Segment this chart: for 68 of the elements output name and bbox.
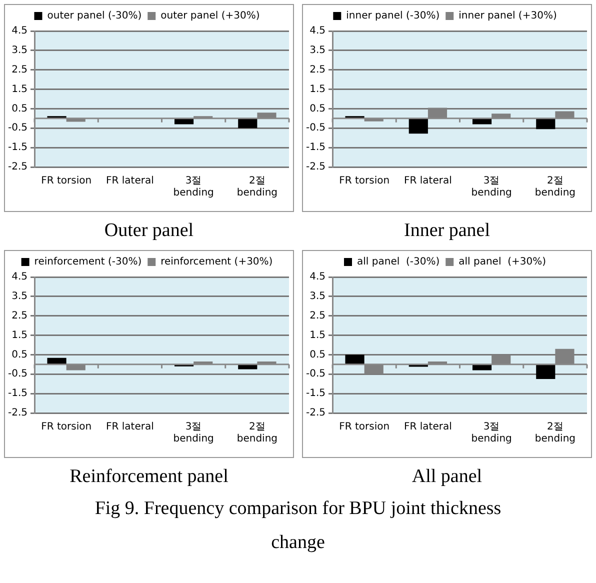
y-tick-label: 0.5 bbox=[310, 103, 326, 114]
y-tick-label: 1.5 bbox=[12, 84, 28, 95]
bar bbox=[536, 364, 556, 379]
x-tick-label: 3절 bending bbox=[471, 176, 512, 199]
x-tick-label: 3절 bending bbox=[471, 422, 512, 445]
y-tick-label: 4.5 bbox=[12, 26, 28, 37]
x-tick-label: FR torsion bbox=[41, 422, 92, 433]
x-tick-label: 2절 bending bbox=[236, 176, 278, 199]
text: Inner panel bbox=[404, 220, 490, 243]
y-tick-label: -2.5 bbox=[8, 162, 28, 173]
y-tick-label: 0.5 bbox=[12, 103, 28, 114]
y-tick-label: 1.5 bbox=[12, 330, 28, 341]
legend-label: inner panel (-30%) bbox=[346, 10, 440, 22]
bar bbox=[408, 118, 428, 134]
y-tick-label: 2.5 bbox=[12, 310, 28, 322]
x-tick-label: FR lateral bbox=[106, 422, 154, 433]
y-tick-label: -0.5 bbox=[306, 368, 326, 380]
y-tick-label: 4.5 bbox=[310, 272, 326, 283]
bar bbox=[472, 118, 492, 124]
legend-label: all panel (+30%) bbox=[458, 256, 546, 268]
x-tick-label: 2절 bending bbox=[236, 422, 278, 445]
y-tick-label: 1.5 bbox=[310, 330, 326, 341]
bar bbox=[238, 364, 258, 370]
bar bbox=[536, 118, 556, 130]
x-tick-label: 2절 bending bbox=[534, 422, 576, 445]
y-tick-label: -0.5 bbox=[8, 122, 28, 134]
y-tick-label: 0.5 bbox=[310, 349, 326, 360]
y-tick-label: 1.5 bbox=[310, 84, 326, 95]
x-tick-label: 3절 bending bbox=[173, 176, 214, 199]
bar bbox=[472, 364, 492, 370]
legend-label: reinforcement (+30%) bbox=[160, 256, 273, 268]
y-tick-label: 2.5 bbox=[310, 64, 326, 76]
x-tick-label: FR torsion bbox=[339, 422, 390, 433]
y-tick-label: 2.5 bbox=[12, 64, 28, 76]
legend-label: outer panel (+30%) bbox=[160, 10, 260, 22]
y-tick-label: -1.5 bbox=[8, 388, 28, 400]
y-tick-label: -0.5 bbox=[306, 122, 326, 134]
legend-label: inner panel (+30%) bbox=[458, 10, 557, 22]
caption: Fig 9. Frequency comparison for BPU joint thickness change bbox=[94, 497, 502, 555]
y-tick-label: 4.5 bbox=[12, 272, 28, 283]
y-tick-label: 3.5 bbox=[12, 45, 28, 56]
bar bbox=[345, 354, 364, 364]
text: Reinforcement panel bbox=[70, 466, 228, 489]
y-tick-label: -1.5 bbox=[306, 142, 326, 154]
y-tick-label: 3.5 bbox=[310, 291, 326, 302]
y-tick-label: 3.5 bbox=[310, 45, 326, 56]
y-tick-label: 3.5 bbox=[12, 291, 28, 302]
y-tick-label: -1.5 bbox=[306, 388, 326, 400]
text: Outer panel bbox=[104, 220, 194, 243]
x-tick-label: FR torsion bbox=[41, 176, 92, 187]
legend-label: reinforcement (-30%) bbox=[34, 256, 142, 268]
y-tick-label: -2.5 bbox=[306, 162, 326, 173]
text: All panel bbox=[412, 466, 482, 489]
y-tick-label: 0.5 bbox=[12, 349, 28, 360]
legend-label: outer panel (-30%) bbox=[47, 10, 142, 22]
x-tick-label: 2절 bending bbox=[534, 176, 576, 199]
y-tick-label: -1.5 bbox=[8, 142, 28, 154]
x-tick-label: FR lateral bbox=[404, 422, 452, 433]
y-tick-label: 4.5 bbox=[310, 26, 326, 37]
y-tick-label: -0.5 bbox=[8, 368, 28, 380]
y-tick-label: 2.5 bbox=[310, 310, 326, 322]
x-tick-label: FR torsion bbox=[339, 176, 390, 187]
x-tick-label: FR lateral bbox=[106, 176, 154, 187]
y-tick-label: -2.5 bbox=[8, 408, 28, 419]
legend-label: all panel (-30%) bbox=[357, 256, 440, 268]
y-tick-label: -2.5 bbox=[306, 408, 326, 419]
x-tick-label: 3절 bending bbox=[173, 422, 214, 445]
x-tick-label: FR lateral bbox=[404, 176, 452, 187]
